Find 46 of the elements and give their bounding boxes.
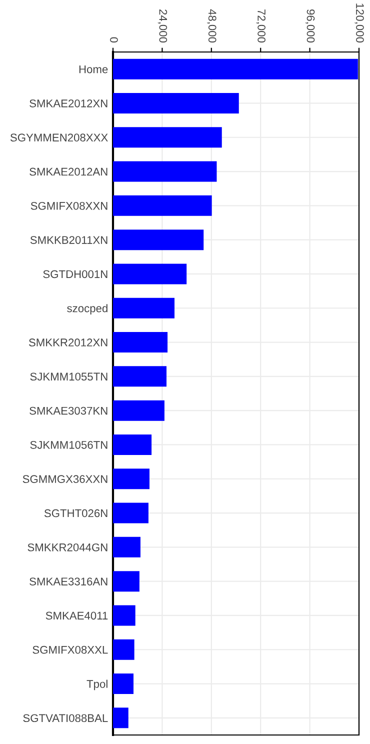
- x-tick-label: 0: [110, 37, 118, 43]
- x-tick-label: 96,000: [306, 10, 315, 43]
- bar: [113, 58, 358, 80]
- y-tick-label: SMKKR2044GN: [28, 543, 108, 552]
- y-tick-label: Tpol: [86, 680, 108, 690]
- bar: [113, 605, 136, 626]
- y-tick-label: SGMIFX08XXL: [32, 646, 108, 654]
- y-tick-label: szocped: [67, 304, 108, 314]
- y-tick-label: SMKAE2012XN: [30, 99, 108, 108]
- y-tick-label: SMKAE3316AN: [30, 578, 108, 586]
- bar: [113, 400, 164, 421]
- bar: [113, 434, 152, 455]
- bar: [113, 298, 174, 318]
- y-tick-label: SMKAE3037KN: [30, 406, 108, 415]
- y-tick-label: SGTHT026N: [44, 509, 108, 518]
- bar: [113, 468, 150, 490]
- bar: [113, 264, 187, 284]
- bar: [113, 195, 212, 216]
- bar: [113, 502, 148, 524]
- bar: [113, 639, 134, 660]
- y-tick-label: SGTDH001N: [43, 270, 108, 278]
- bar: [113, 536, 140, 558]
- y-tick-label: SMKAE2012AN: [30, 168, 108, 176]
- bar: [113, 708, 128, 728]
- bar: [113, 92, 239, 114]
- bar: [113, 230, 204, 250]
- bar: [113, 161, 217, 182]
- x-tick-label: 24,000: [158, 10, 168, 43]
- y-tick-label: SMKKR2012XN: [28, 338, 108, 346]
- y-tick-label: SGMMGX36XXN: [22, 475, 108, 484]
- y-tick-label: SGTVATI088BAL: [23, 714, 108, 722]
- y-tick-label: SMKKB2011XN: [30, 236, 108, 244]
- bar: [113, 571, 140, 592]
- y-tick-label: Home: [79, 65, 108, 74]
- bar: [113, 332, 168, 353]
- bar: [113, 366, 167, 387]
- x-tick-label: 72,000: [256, 10, 266, 43]
- x-tick-label: 48,000: [207, 9, 216, 43]
- y-tick-label: SGYMMEN208XXX: [10, 134, 108, 142]
- y-tick-label: SGMIFX08XXN: [30, 202, 108, 210]
- bar: [113, 127, 222, 148]
- y-tick-label: SJKMM1056TN: [30, 440, 108, 449]
- y-tick-label: SMKAE4011: [46, 612, 108, 620]
- y-tick-label: SJKMM1055TN: [30, 372, 108, 381]
- bar: [113, 674, 134, 694]
- x-tick-label: 120,000: [354, 4, 364, 43]
